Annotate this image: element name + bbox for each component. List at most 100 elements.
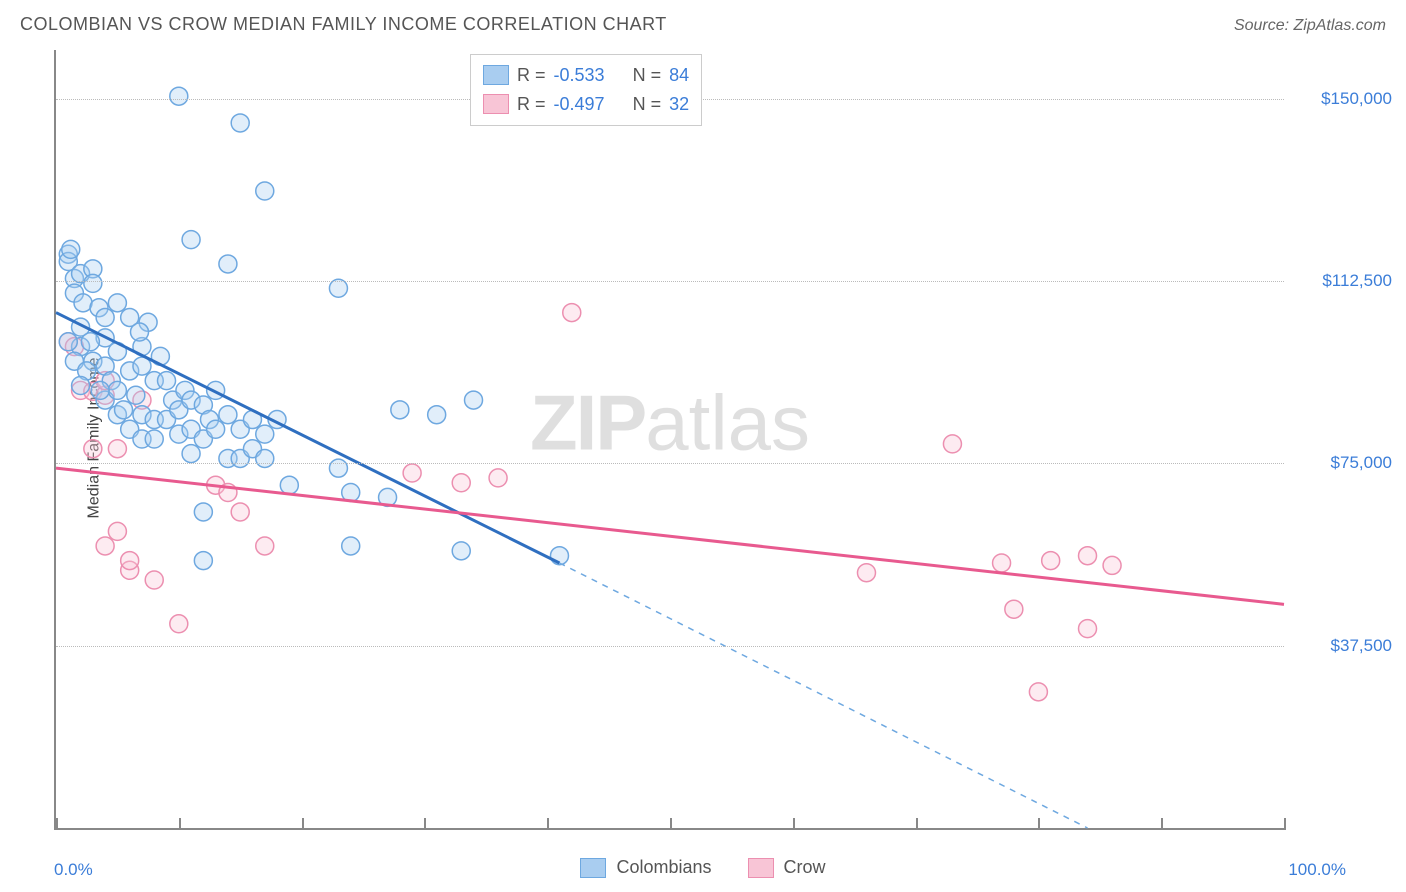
data-point [108, 381, 126, 399]
data-point [145, 571, 163, 589]
ytick-label: $75,000 [1331, 453, 1392, 473]
data-point [96, 537, 114, 555]
correlation-legend: R = -0.533 N = 84 R = -0.497 N = 32 [470, 54, 702, 126]
legend-swatch-colombians [483, 65, 509, 85]
data-point [256, 449, 274, 467]
xtick [916, 818, 918, 830]
data-point [256, 537, 274, 555]
data-point [1079, 547, 1097, 565]
data-point [182, 231, 200, 249]
data-point [74, 294, 92, 312]
n-prefix-1: N = [633, 90, 662, 119]
data-point [342, 537, 360, 555]
plot-area: ZIPatlas [56, 50, 1284, 828]
bottom-legend-item-1: Crow [748, 857, 826, 878]
bottom-legend-label-0: Colombians [616, 857, 711, 878]
data-point [1005, 600, 1023, 618]
legend-swatch-crow [483, 94, 509, 114]
data-point [131, 323, 149, 341]
xtick [56, 818, 58, 830]
bottom-legend-item-0: Colombians [580, 857, 711, 878]
data-point [280, 476, 298, 494]
regression-line [56, 468, 1284, 604]
data-point [62, 240, 80, 258]
data-point [452, 474, 470, 492]
data-point [1029, 683, 1047, 701]
gridline-h [56, 463, 1284, 464]
data-point [1079, 620, 1097, 638]
data-point [563, 304, 581, 322]
xtick [179, 818, 181, 830]
xtick [547, 818, 549, 830]
data-point [108, 294, 126, 312]
data-point [231, 503, 249, 521]
bottom-legend-label-1: Crow [784, 857, 826, 878]
data-point [391, 401, 409, 419]
r-value-1: -0.497 [554, 90, 605, 119]
data-point [81, 333, 99, 351]
data-point [194, 503, 212, 521]
data-point [993, 554, 1011, 572]
xtick [670, 818, 672, 830]
plot-svg [56, 50, 1284, 828]
source-label: Source: ZipAtlas.com [1234, 17, 1386, 35]
bottom-swatch-colombians [580, 858, 606, 878]
data-point [256, 425, 274, 443]
data-point [207, 420, 225, 438]
chart-title: COLOMBIAN VS CROW MEDIAN FAMILY INCOME C… [20, 14, 667, 35]
data-point [219, 406, 237, 424]
corr-row-1: R = -0.497 N = 32 [483, 90, 689, 119]
corr-row-0: R = -0.533 N = 84 [483, 61, 689, 90]
ytick-label: $150,000 [1321, 89, 1392, 109]
xtick [1038, 818, 1040, 830]
data-point [403, 464, 421, 482]
data-point [59, 333, 77, 351]
data-point [489, 469, 507, 487]
data-point [96, 308, 114, 326]
data-point [91, 381, 109, 399]
data-point [329, 459, 347, 477]
header: COLOMBIAN VS CROW MEDIAN FAMILY INCOME C… [20, 14, 1386, 35]
xtick [302, 818, 304, 830]
data-point [182, 445, 200, 463]
data-point [84, 440, 102, 458]
r-prefix-1: R = [517, 90, 546, 119]
data-point [108, 440, 126, 458]
data-point [857, 564, 875, 582]
n-prefix: N = [633, 61, 662, 90]
n-value-1: 32 [669, 90, 689, 119]
data-point [428, 406, 446, 424]
data-point [170, 87, 188, 105]
xtick [1284, 818, 1286, 830]
data-point [452, 542, 470, 560]
data-point [943, 435, 961, 453]
data-point [84, 274, 102, 292]
ytick-label: $112,500 [1322, 271, 1392, 291]
data-point [1042, 552, 1060, 570]
data-point [145, 430, 163, 448]
data-point [115, 401, 133, 419]
r-value-0: -0.533 [554, 61, 605, 90]
xtick [424, 818, 426, 830]
ytick-label: $37,500 [1331, 636, 1392, 656]
data-point [121, 552, 139, 570]
data-point [170, 615, 188, 633]
bottom-swatch-crow [748, 858, 774, 878]
data-point [127, 386, 145, 404]
data-point [108, 522, 126, 540]
data-point [256, 182, 274, 200]
chart-container: COLOMBIAN VS CROW MEDIAN FAMILY INCOME C… [0, 0, 1406, 892]
n-value-0: 84 [669, 61, 689, 90]
data-point [465, 391, 483, 409]
data-point [194, 552, 212, 570]
data-point [1103, 556, 1121, 574]
data-point [72, 377, 90, 395]
data-point [231, 114, 249, 132]
data-point [219, 255, 237, 273]
r-prefix: R = [517, 61, 546, 90]
xtick [793, 818, 795, 830]
gridline-h [56, 281, 1284, 282]
gridline-h [56, 646, 1284, 647]
bottom-legend: Colombians Crow [0, 857, 1406, 878]
data-point [158, 372, 176, 390]
